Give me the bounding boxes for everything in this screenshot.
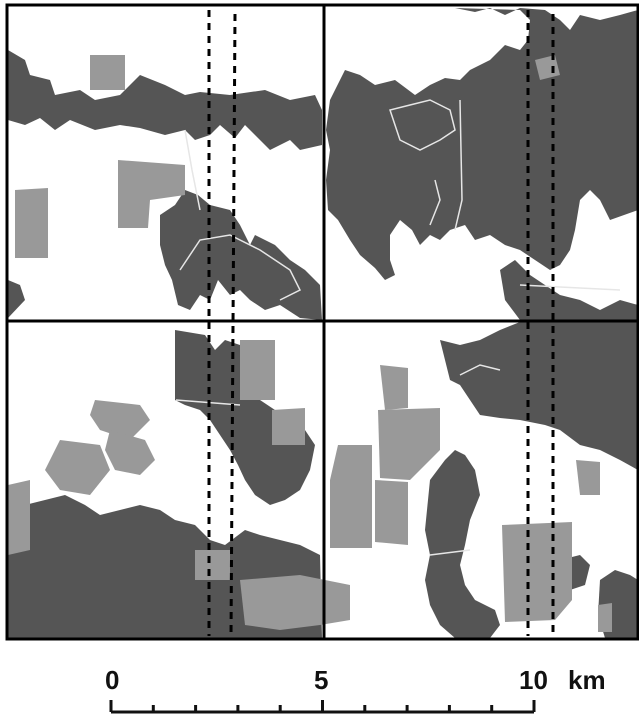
light-patch — [576, 460, 600, 495]
light-patch — [535, 55, 560, 80]
light-patch — [8, 480, 30, 555]
light-patch — [15, 188, 48, 258]
scale-label-10: 10 — [519, 665, 548, 695]
light-patch — [240, 340, 275, 400]
light-patch — [380, 365, 408, 410]
forest-patch — [440, 322, 638, 470]
light-patch — [378, 408, 440, 480]
light-patch — [45, 440, 110, 495]
light-patch — [272, 408, 305, 445]
trail — [179, 234, 302, 301]
forest-patch — [8, 280, 25, 318]
trail — [429, 179, 441, 226]
light-patch — [598, 603, 612, 632]
light-patch — [330, 445, 372, 548]
trail — [429, 549, 471, 556]
light-patch — [195, 550, 230, 580]
scale-bar — [109, 700, 536, 714]
forest-patch — [425, 450, 500, 638]
trail — [184, 129, 201, 211]
scale-label-5: 5 — [314, 665, 329, 695]
light-patch — [105, 430, 155, 475]
trail — [389, 99, 456, 151]
scale-label-0: 0 — [105, 665, 120, 695]
trails — [175, 99, 621, 556]
forest-patch — [8, 50, 322, 150]
light-patch — [118, 160, 185, 228]
light-patch — [90, 55, 125, 90]
light-patch — [502, 522, 572, 622]
light-patch — [375, 480, 408, 545]
forest-patch — [175, 330, 315, 505]
light-patch — [90, 400, 150, 440]
forest-patch — [160, 190, 322, 320]
forest-patch — [326, 8, 638, 280]
light-patches — [8, 55, 612, 632]
forest-patch — [500, 260, 638, 320]
trail — [454, 99, 463, 231]
transects — [207, 10, 555, 637]
trail — [519, 284, 621, 291]
scale-unit: km — [568, 665, 606, 695]
map-grid — [5, 3, 639, 641]
trail — [459, 364, 501, 376]
light-patch — [240, 575, 350, 630]
